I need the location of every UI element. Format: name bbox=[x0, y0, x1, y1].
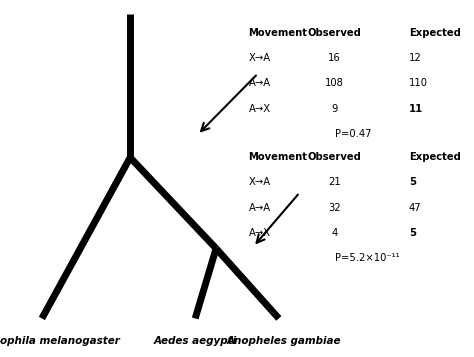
Text: Expected: Expected bbox=[409, 28, 461, 38]
Text: Movement: Movement bbox=[248, 28, 308, 38]
Text: P=0.47: P=0.47 bbox=[335, 129, 371, 139]
Text: 9: 9 bbox=[331, 104, 338, 114]
Text: A→A: A→A bbox=[248, 79, 271, 89]
Text: Expected: Expected bbox=[409, 152, 461, 162]
Text: 110: 110 bbox=[409, 79, 428, 89]
Text: P=5.2×10⁻¹¹: P=5.2×10⁻¹¹ bbox=[335, 253, 399, 263]
Text: Observed: Observed bbox=[308, 152, 362, 162]
Text: 108: 108 bbox=[325, 79, 344, 89]
Text: 16: 16 bbox=[328, 53, 341, 63]
Text: 5: 5 bbox=[409, 177, 416, 187]
Text: X→A: X→A bbox=[248, 53, 271, 63]
Text: 32: 32 bbox=[328, 203, 341, 213]
Text: Drosophila melanogaster: Drosophila melanogaster bbox=[0, 336, 120, 346]
Text: X→A: X→A bbox=[248, 177, 271, 187]
Text: Aedes aegypti: Aedes aegypti bbox=[154, 336, 237, 346]
Text: Observed: Observed bbox=[308, 28, 362, 38]
Text: 47: 47 bbox=[409, 203, 421, 213]
Text: A→X: A→X bbox=[248, 104, 271, 114]
Text: 4: 4 bbox=[331, 228, 337, 238]
Text: 12: 12 bbox=[409, 53, 421, 63]
Text: Movement: Movement bbox=[248, 152, 308, 162]
Text: 21: 21 bbox=[328, 177, 341, 187]
Text: A→A: A→A bbox=[248, 203, 271, 213]
Text: 5: 5 bbox=[409, 228, 416, 238]
Text: 11: 11 bbox=[409, 104, 423, 114]
Text: A→X: A→X bbox=[248, 228, 271, 238]
Text: Anopheles gambiae: Anopheles gambiae bbox=[226, 336, 341, 346]
